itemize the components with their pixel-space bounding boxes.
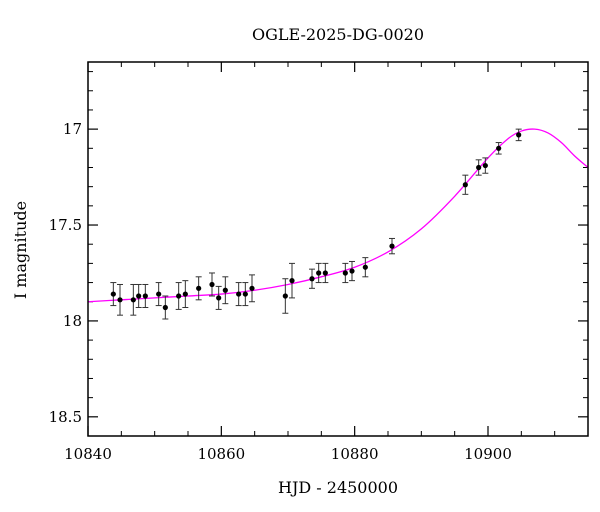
data-marker [142,293,148,299]
data-marker [342,270,348,276]
data-point [249,274,255,303]
data-points-layer [110,128,522,320]
data-point [142,283,149,308]
data-point [155,282,162,307]
data-point [515,128,522,142]
y-tick-label: 18.5 [49,408,82,426]
model-curve-layer [87,128,589,303]
data-point [389,237,395,255]
data-point [130,283,137,316]
data-point [182,280,189,308]
y-tick-label: 18 [63,312,82,330]
data-marker [196,285,202,291]
data-point [342,262,349,284]
data-point [242,282,249,307]
data-marker [349,268,355,274]
data-marker [362,264,368,270]
data-marker [156,291,162,297]
data-marker [496,145,502,151]
data-point [309,268,315,289]
plot-frame [87,61,589,437]
data-point [349,260,355,282]
data-marker [222,287,228,293]
data-point [289,262,295,299]
x-axis-label: HJD - 2450000 [278,478,398,497]
data-marker [242,291,248,297]
data-marker [209,281,215,288]
data-marker [249,285,255,291]
data-point [195,276,202,301]
axis-ticks: 10840 10860 10880 10900 17 17.5 18 18.5 [49,62,589,463]
data-marker [136,293,142,299]
data-marker [482,162,488,169]
data-marker [309,276,315,282]
data-marker [316,270,322,276]
data-marker [389,243,395,249]
data-marker [176,293,182,299]
data-point [495,142,502,155]
data-point [322,262,329,284]
data-marker [216,295,222,301]
x-tick-label: 10880 [331,445,379,463]
x-tick-label: 10840 [64,445,112,463]
data-point [282,278,289,314]
y-tick-label: 17 [63,120,82,138]
data-point [315,262,322,284]
data-point [162,295,169,320]
data-marker [462,182,468,188]
data-marker [117,297,123,303]
data-marker [110,291,116,297]
data-marker [236,291,242,297]
data-point [175,282,182,310]
y-tick-label: 17.5 [49,216,82,234]
data-point [135,283,142,308]
data-point [222,276,229,305]
data-point [117,283,123,316]
data-marker [322,270,328,276]
x-tick-label: 10860 [197,445,245,463]
data-marker [516,132,522,138]
data-point [482,157,489,174]
data-marker [289,278,295,284]
data-marker [282,293,288,299]
chart-title: OGLE-2025-DG-0020 [252,25,424,44]
data-point [110,282,117,307]
data-marker [476,164,482,171]
data-point [215,285,222,310]
data-marker [162,304,168,311]
data-marker [182,291,188,297]
model-curve [87,128,589,303]
data-point [362,257,369,278]
data-marker [130,297,136,303]
data-point [475,159,482,176]
y-axis-label: I magnitude [11,201,30,299]
x-tick-label: 10900 [464,445,512,463]
data-point [235,282,242,307]
data-point [462,174,469,195]
data-point [209,272,215,297]
